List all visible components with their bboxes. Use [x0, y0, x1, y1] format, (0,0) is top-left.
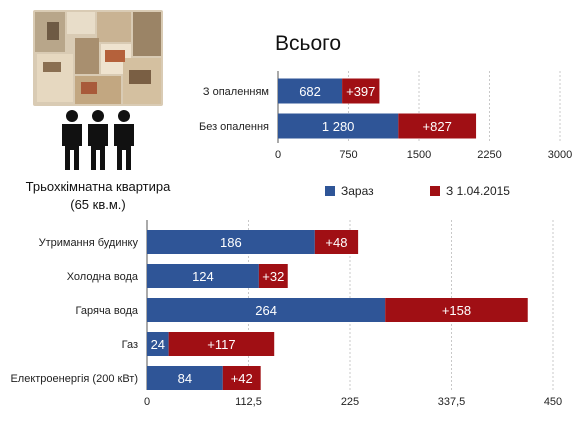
bar-current [278, 78, 343, 104]
total-cost-chart: Всього 0 750 1500 2250 3000 З опаленням 682 +397… [199, 32, 572, 198]
bar-value-label: 682 [299, 84, 321, 99]
bar-value-label: +827 [423, 119, 452, 134]
caption-line-1: Трьохкімнатна квартира [25, 179, 171, 194]
x-tick-label: 3000 [548, 149, 572, 161]
bar-value-label: 1 280 [322, 119, 355, 134]
bar-value-label: 264 [255, 303, 277, 318]
category-label: Утримання будинку [39, 237, 139, 249]
bar-current [147, 230, 315, 254]
bar-increase [168, 332, 275, 356]
bar-value-label: +48 [325, 235, 347, 250]
x-tick-label: 112,5 [235, 396, 262, 408]
bar-increase [385, 298, 528, 322]
x-tick-label: 2250 [477, 149, 501, 161]
bar-current [147, 264, 259, 288]
legend-swatch [430, 186, 440, 196]
bar-current [147, 366, 223, 390]
apartment-caption: Трьохкімнатна квартира (65 кв.м.) [8, 178, 188, 214]
category-label: З опаленням [203, 86, 269, 98]
apartment-interior-image [33, 10, 163, 106]
bar-current [147, 298, 386, 322]
bar-value-label: +158 [442, 303, 471, 318]
bar-value-label: 24 [151, 337, 165, 352]
legend-label: Зараз [341, 184, 374, 198]
bar-increase [342, 78, 380, 104]
x-tick-label: 750 [339, 149, 357, 161]
bar-value-label: 84 [178, 371, 192, 386]
bar-increase [258, 264, 288, 288]
category-label: Газ [122, 339, 138, 351]
bar-increase [222, 366, 261, 390]
x-tick-label: 0 [275, 149, 281, 161]
legend-label: З 1.04.2015 [446, 184, 510, 198]
caption-line-2: (65 кв.м.) [70, 197, 126, 212]
bar-value-label: +117 [207, 337, 235, 352]
bar-value-label: 186 [220, 235, 242, 250]
bar-value-label: +32 [262, 269, 284, 284]
bar-increase [314, 230, 359, 254]
bar-increase [398, 113, 477, 139]
x-tick-label: 337,5 [438, 396, 466, 408]
x-tick-label: 1500 [407, 149, 431, 161]
bar-value-label: 124 [192, 269, 214, 284]
x-tick-label: 0 [144, 396, 150, 408]
chart-title: Всього [275, 32, 341, 55]
legend-swatch [325, 186, 335, 196]
bar-current [278, 113, 399, 139]
people-icon [60, 110, 136, 177]
category-label: Гаряча вода [76, 305, 139, 317]
x-tick-label: 450 [544, 396, 562, 408]
category-label: Холодна вода [67, 271, 139, 283]
bar-value-label: +42 [231, 371, 253, 386]
bar-value-label: +397 [346, 84, 375, 99]
bar-current [147, 332, 169, 356]
x-tick-label: 225 [341, 396, 359, 408]
category-label: Електроенергія (200 кВт) [10, 373, 138, 385]
breakdown-cost-chart: 0 112,5 225 337,5 450 Утримання будинку 186 +48… [10, 220, 562, 408]
category-label: Без опалення [199, 121, 269, 133]
